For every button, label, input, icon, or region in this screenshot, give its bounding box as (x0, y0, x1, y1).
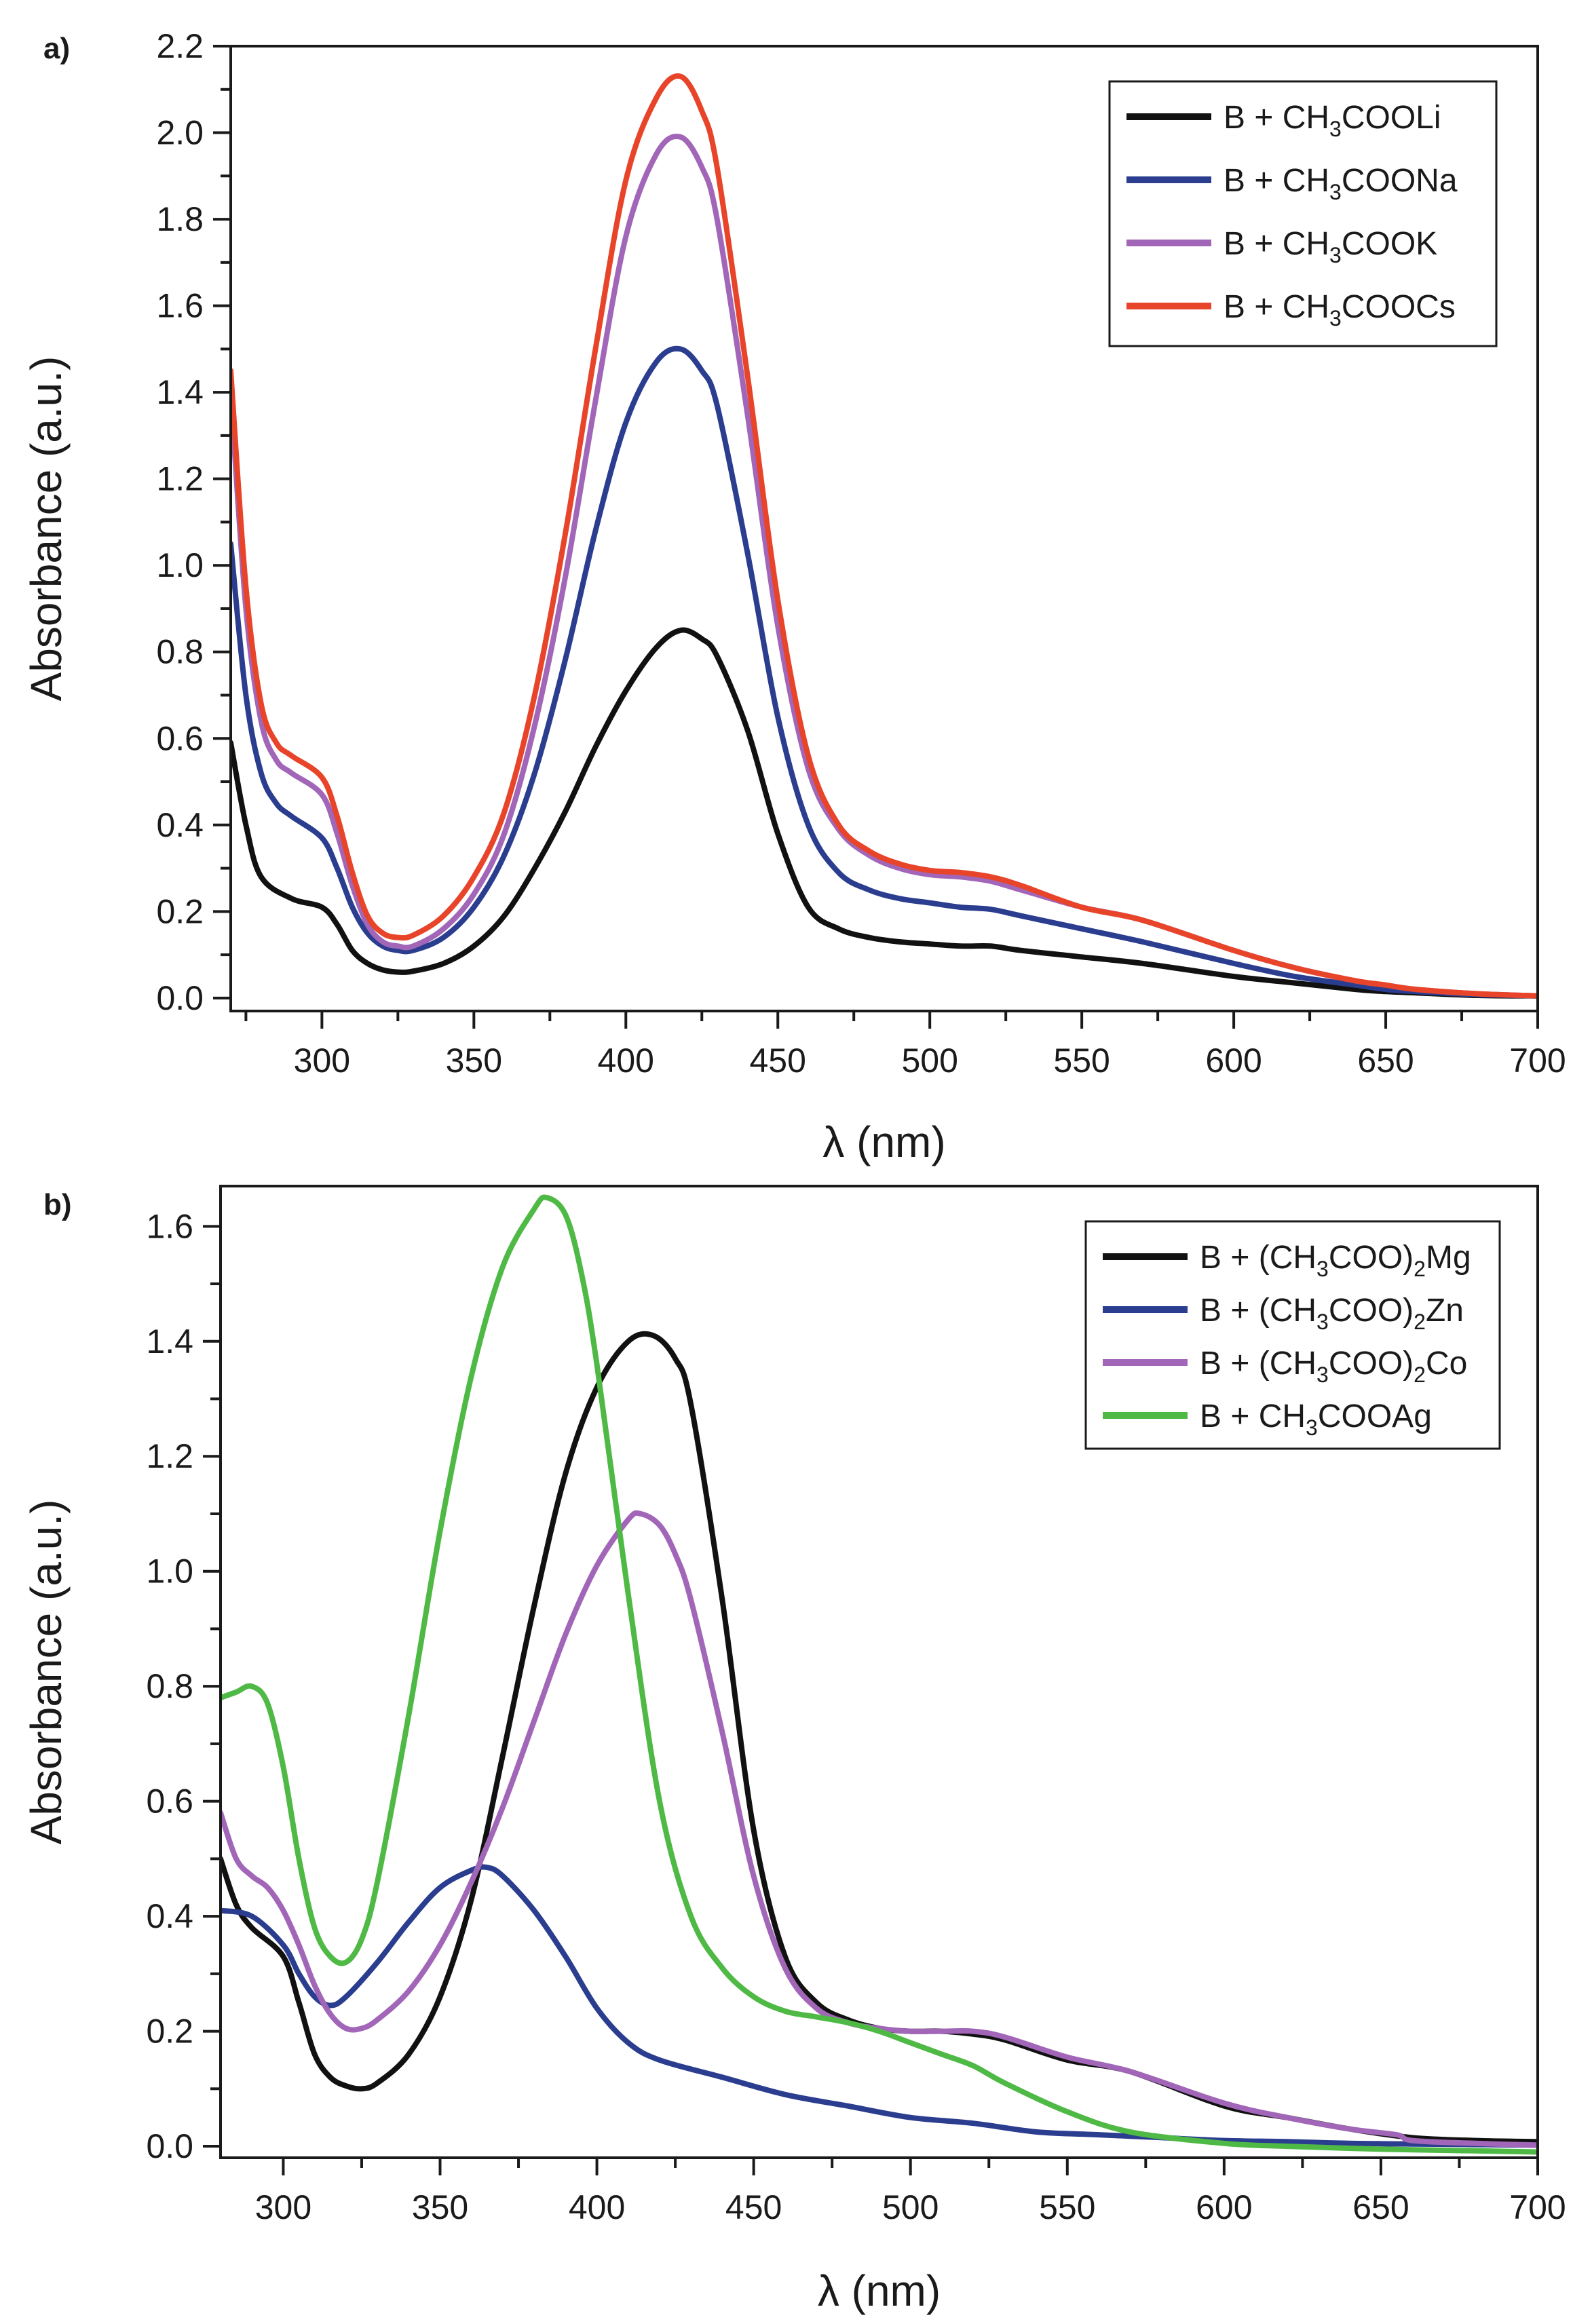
x-tick-label: 350 (446, 1042, 502, 1080)
legend-label: B + (CH3COO)2Zn (1200, 1293, 1464, 1334)
x-tick-label: 450 (725, 2188, 782, 2226)
series-line-1 (231, 345, 1538, 999)
legend-label: B + (CH3COO)2Co (1200, 1346, 1467, 1387)
x-tick-label: 500 (882, 2188, 939, 2226)
x-tick-label: 400 (598, 1042, 654, 1080)
series-group (221, 1194, 1538, 2155)
y-tick-label: 2.0 (156, 114, 204, 152)
x-tick-label: 550 (1053, 1042, 1110, 1080)
y-axis-title: Absorbance (a.u.) (22, 356, 71, 702)
legend-label: B + CH3COOAg (1200, 1398, 1432, 1440)
x-tick-label: 550 (1039, 2188, 1095, 2226)
y-tick-label: 0.4 (146, 1897, 193, 1935)
y-tick-label: 1.6 (156, 287, 204, 325)
y-tick-label: 1.0 (146, 1552, 193, 1590)
panel-b: b) 300 350 400 450 500 550 600 650 700 0.0 0.2 0.4 0.… (22, 1185, 1566, 2315)
y-tick-label: 1.6 (146, 1207, 193, 1245)
y-tick-label: 0.0 (146, 2127, 193, 2165)
x-tick-label: 300 (294, 1042, 350, 1080)
series-line-1 (221, 1864, 1538, 2148)
panel-label: b) (43, 1188, 72, 1221)
y-tick-label: 0.6 (146, 1783, 193, 1821)
x-axis-title: λ (nm) (818, 2266, 941, 2315)
series-line-2 (221, 1510, 1538, 2148)
y-tick-label: 0.6 (156, 719, 204, 757)
legend: B + CH3COOLi B + CH3COONa B + CH3COOK B + C… (1108, 80, 1498, 347)
y-tick-label: 1.4 (156, 373, 204, 411)
legend-label: B + CH3COOCs (1224, 289, 1456, 330)
x-tick-label: 650 (1357, 1042, 1414, 1080)
y-tick-label: 1.4 (146, 1322, 193, 1360)
panel-a: a) 300 350 400 450 500 550 600 650 700 0.0 0.2 0.4 0.… (22, 27, 1566, 1166)
x-tick-label: 450 (750, 1042, 806, 1080)
series-line-3 (231, 73, 1538, 999)
series-group (231, 73, 1538, 999)
y-tick-label: 0.2 (156, 892, 204, 930)
y-tick-label: 1.2 (146, 1437, 193, 1475)
y-tick-label: 0.0 (156, 979, 204, 1017)
y-tick-label: 0.8 (156, 633, 204, 671)
series-line-0 (221, 1331, 1538, 2145)
x-tick-label: 500 (901, 1042, 958, 1080)
series-line-3 (221, 1194, 1538, 2155)
y-tick-label: 1.2 (156, 460, 204, 498)
y-tick-label: 1.0 (156, 546, 204, 584)
legend-label: B + CH3COONa (1224, 163, 1458, 204)
series-line-0 (231, 627, 1538, 999)
y-axis-title: Absorbance (a.u.) (22, 1500, 71, 1845)
legend-box (1108, 80, 1498, 347)
x-tick-label: 600 (1196, 2188, 1252, 2226)
legend: B + (CH3COO)2Mg B + (CH3COO)2Zn B + (CH3CO… (1084, 1220, 1501, 1450)
x-tick-label: 350 (412, 2188, 468, 2226)
x-axis-title: λ (nm) (822, 1118, 945, 1166)
legend-label: B + (CH3COO)2Mg (1200, 1240, 1471, 1281)
x-tick-label: 400 (569, 2188, 625, 2226)
x-tick-label: 600 (1205, 1042, 1262, 1080)
y-tick-label: 1.8 (156, 200, 204, 238)
legend-label: B + CH3COOK (1224, 226, 1437, 267)
y-tick-label: 0.4 (156, 806, 204, 844)
y-tick-label: 2.2 (156, 27, 204, 65)
legend-label: B + CH3COOLi (1224, 100, 1441, 141)
y-tick-label: 0.2 (146, 2013, 193, 2051)
y-tick-label: 0.8 (146, 1667, 193, 1705)
x-tick-label: 650 (1352, 2188, 1409, 2226)
x-tick-label: 300 (255, 2188, 311, 2226)
plot-frame (219, 1185, 1539, 2159)
plot-frame (229, 45, 1539, 1012)
x-tick-label: 700 (1509, 1042, 1566, 1080)
panel-label: a) (43, 32, 70, 65)
x-tick-label: 700 (1509, 2188, 1566, 2226)
